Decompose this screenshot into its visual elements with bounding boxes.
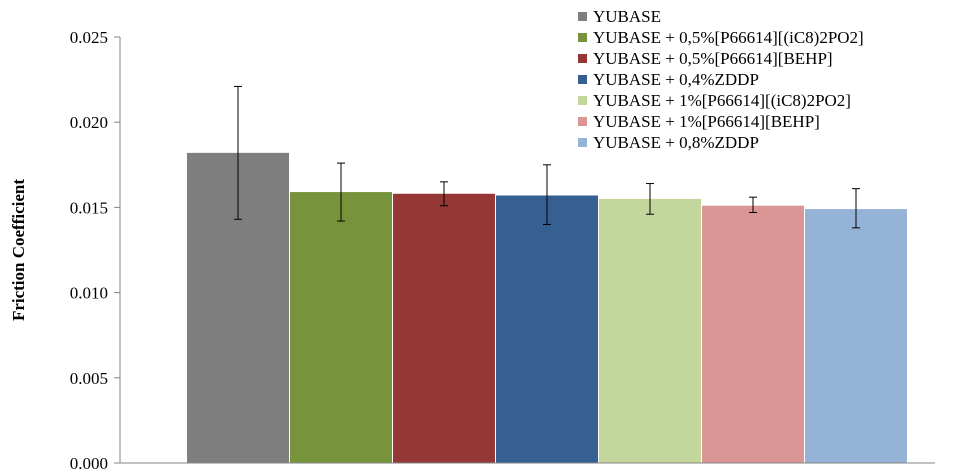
y-tick-label: 0.015 <box>70 198 108 217</box>
legend-swatch <box>578 33 587 42</box>
legend-item: YUBASE + 0,8%ZDDP <box>578 133 759 152</box>
error-bar <box>543 164 551 225</box>
error-bar <box>440 181 448 207</box>
legend-swatch <box>578 12 587 21</box>
legend-item: YUBASE + 1%[P66614][(iC8)2PO2] <box>578 91 851 110</box>
error-bars <box>234 85 860 229</box>
legend-item: YUBASE <box>578 7 661 26</box>
legend-label: YUBASE + 0,5%[P66614][(iC8)2PO2] <box>593 28 864 47</box>
y-tick-label: 0.010 <box>70 284 108 303</box>
legend-label: YUBASE + 0,4%ZDDP <box>593 70 759 89</box>
bar <box>290 192 392 463</box>
bar <box>599 198 701 463</box>
error-bar <box>646 183 654 215</box>
error-bar <box>337 162 345 222</box>
error-bar <box>852 188 860 229</box>
legend-label: YUBASE + 1%[P66614][BEHP] <box>593 112 820 131</box>
legend-swatch <box>578 117 587 126</box>
y-tick-label: 0.005 <box>70 369 108 388</box>
bar <box>393 193 495 463</box>
y-axis-ticks: 0.000 0.005 0.010 0.015 0.020 0.025 <box>70 28 120 471</box>
legend-label: YUBASE + 1%[P66614][(iC8)2PO2] <box>593 91 851 110</box>
legend-swatch <box>578 138 587 147</box>
legend-label: YUBASE + 0,5%[P66614][BEHP] <box>593 49 833 68</box>
legend: YUBASE YUBASE + 0,5%[P66614][(iC8)2PO2] YU… <box>578 7 864 152</box>
legend-swatch <box>578 96 587 105</box>
legend-swatch <box>578 54 587 63</box>
y-tick-label: 0.000 <box>70 454 108 471</box>
error-bar <box>749 196 757 214</box>
bar <box>496 195 598 464</box>
legend-item: YUBASE + 0,4%ZDDP <box>578 70 759 89</box>
error-bar <box>234 85 242 220</box>
legend-item: YUBASE + 0,5%[P66614][(iC8)2PO2] <box>578 28 864 47</box>
y-tick-label: 0.020 <box>70 113 108 132</box>
bar <box>702 205 804 464</box>
y-axis-title: Friction Coefficient <box>9 179 28 321</box>
y-tick-label: 0.025 <box>70 28 108 47</box>
bars <box>187 152 907 464</box>
legend-label: YUBASE + 0,8%ZDDP <box>593 133 759 152</box>
legend-swatch <box>578 75 587 84</box>
legend-label: YUBASE <box>593 7 661 26</box>
bar <box>805 209 907 463</box>
legend-item: YUBASE + 0,5%[P66614][BEHP] <box>578 49 833 68</box>
legend-item: YUBASE + 1%[P66614][BEHP] <box>578 112 820 131</box>
